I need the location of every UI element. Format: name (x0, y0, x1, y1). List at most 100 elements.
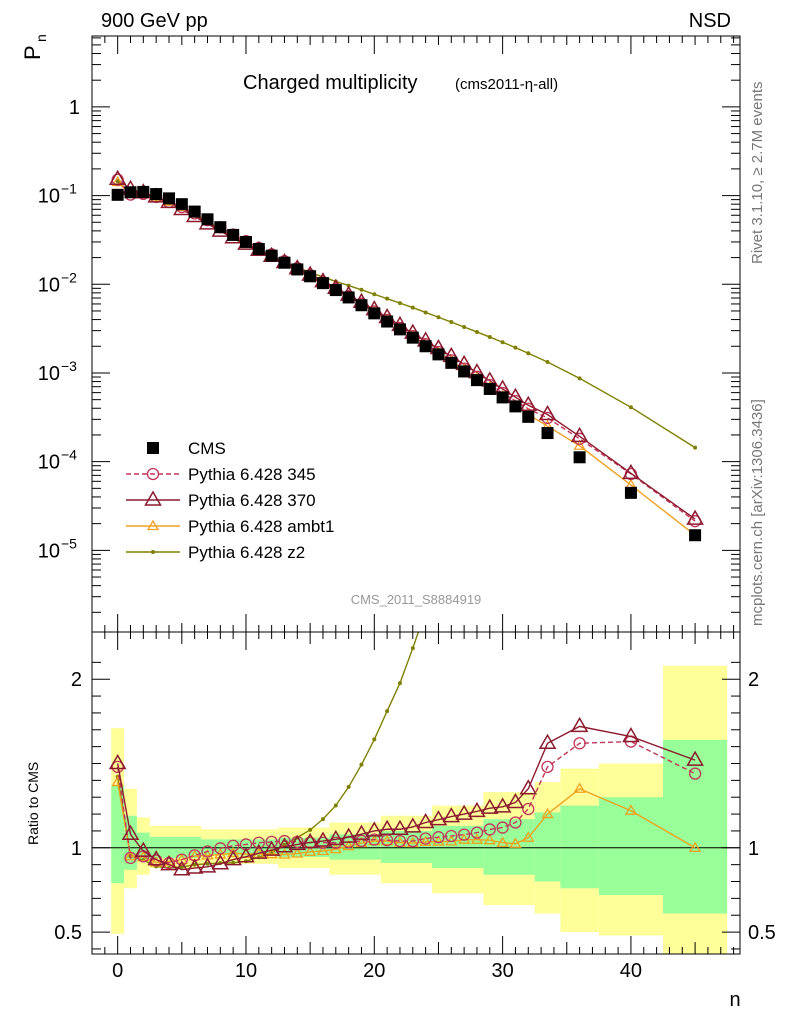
ratio-point (483, 823, 496, 836)
ratio-point (278, 848, 291, 859)
ratio-point (134, 841, 153, 857)
data-point (522, 410, 535, 423)
data-point (265, 249, 278, 262)
ratio-point (573, 737, 586, 750)
data-point (214, 221, 227, 234)
y-tick-exponent: −5 (61, 535, 77, 551)
data-point (410, 305, 415, 310)
ratio-point (205, 861, 210, 866)
y-tick-exponent: −3 (61, 358, 77, 374)
data-point (381, 315, 394, 328)
legend-label: Pythia 6.428 z2 (188, 543, 305, 562)
data-point (278, 256, 291, 269)
data-point (513, 345, 518, 350)
data-point (175, 198, 188, 211)
ratio-axes: 0.5 0.51 12 20 10 20 30 40 (54, 632, 776, 982)
data-point (124, 186, 137, 199)
data-point (573, 439, 586, 450)
y-tick-label: 10 (38, 274, 60, 296)
ratio-panel-series (92, 609, 740, 876)
ratio-point (252, 836, 265, 849)
x-tick-label: 0 (112, 960, 123, 982)
data-point (689, 529, 702, 542)
data-point (628, 405, 633, 410)
ratio-point (622, 727, 640, 743)
x-tick-label: 40 (620, 960, 642, 982)
ratio-point (201, 845, 214, 858)
data-point (108, 169, 127, 185)
ratio-point (342, 839, 355, 851)
ratio-point (198, 857, 217, 873)
data-point (483, 382, 496, 395)
side-label-rivet: Rivet 3.1.10, ≥ 2.7M events (749, 82, 766, 265)
ratio-point (403, 817, 422, 833)
legend-marker (146, 519, 160, 531)
band-inner (136, 832, 150, 862)
ratio-point (424, 609, 428, 613)
ratio-point (111, 775, 124, 787)
ratio-point (372, 737, 377, 742)
data-point (406, 331, 419, 344)
data-point (462, 324, 467, 329)
ratio-point (301, 832, 319, 849)
data-point (239, 235, 252, 248)
y-tick-exponent: −4 (61, 447, 77, 463)
ratio-point (378, 819, 396, 835)
x-tick-label: 10 (235, 960, 257, 982)
ylabel-bottom: Ratio to CMS (25, 762, 41, 845)
ratio-point (509, 837, 522, 848)
data-point (487, 335, 492, 340)
x-tick-label: 20 (363, 960, 385, 982)
legend-marker (151, 550, 155, 554)
ratio-point (455, 804, 473, 820)
ratio-point (496, 836, 509, 847)
data-point (162, 192, 175, 205)
ratio-point (108, 753, 127, 770)
legend-label: CMS (188, 439, 226, 458)
ratio-point (288, 834, 307, 851)
ratio-point (410, 646, 415, 651)
ratio-point (522, 831, 535, 842)
ratio-point (686, 750, 704, 766)
ratio-point (211, 854, 230, 870)
data-point (570, 426, 589, 443)
ratio-point (314, 831, 332, 847)
ratio-point (496, 821, 509, 834)
ratio-point (327, 829, 345, 846)
data-point (526, 351, 531, 356)
ylabel-top: P n (20, 34, 49, 60)
data-point (449, 320, 454, 325)
header-right: NSD (689, 10, 731, 32)
ratio-point (624, 804, 638, 815)
data-point (201, 213, 214, 226)
data-point (624, 486, 637, 499)
ratio-point (121, 824, 140, 841)
legend-label: Pythia 6.428 370 (188, 491, 316, 510)
ratio-point (470, 826, 484, 839)
x-tick-label: 30 (491, 960, 513, 982)
ratio-point (275, 837, 294, 853)
side-label-mcplots: mcplots.cern.ch [arXiv:1306.3436] (749, 399, 766, 626)
header-left: 900 GeV pp (101, 10, 208, 32)
y-tick-label: 1 (69, 97, 80, 119)
ratio-point (432, 831, 445, 844)
series-line (116, 632, 420, 869)
ratio-point (432, 835, 445, 846)
y-tick-label: 10 (38, 363, 60, 385)
chart-title-main: Charged multiplicity (243, 72, 418, 94)
data-point (359, 287, 364, 292)
y-tick-exponent: −2 (61, 269, 77, 285)
y-tick-label: 10 (38, 186, 60, 208)
band-inner (560, 805, 599, 889)
ratio-point (359, 762, 364, 767)
series-line (116, 725, 696, 871)
ratio-point (493, 797, 512, 813)
ratio-point (346, 784, 351, 789)
data-point (291, 263, 304, 276)
ylabel-top-main: P (20, 45, 45, 60)
band-inner (483, 819, 535, 875)
legend: CMS Pythia 6.428 345 Pythia 6.428 370 Pythi… (126, 439, 334, 562)
band-inner (380, 830, 433, 863)
top-panel-series (108, 169, 704, 542)
ratio-point (416, 813, 435, 829)
